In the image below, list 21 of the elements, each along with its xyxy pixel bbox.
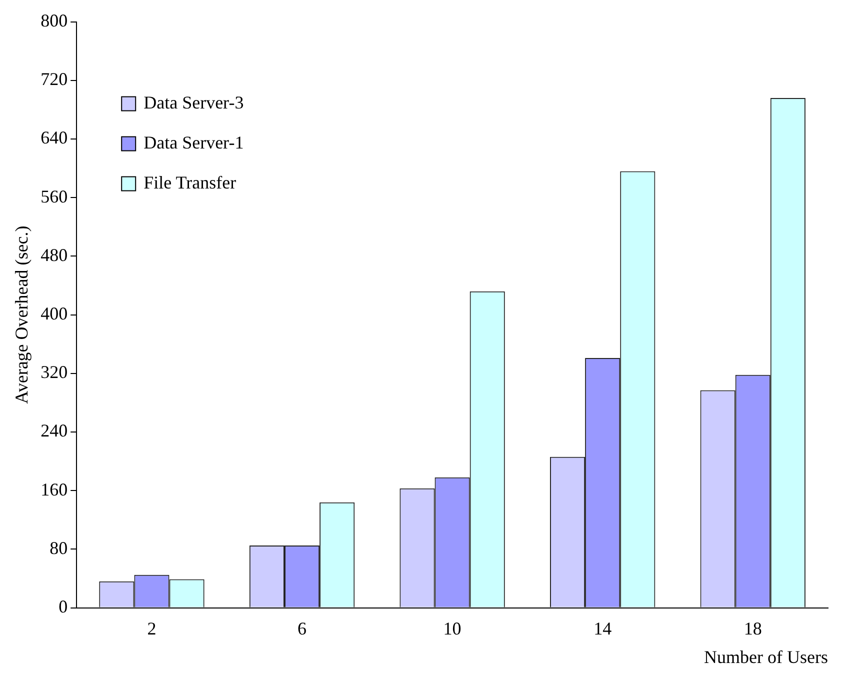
x-tick-label: 18 bbox=[744, 618, 762, 638]
y-tick-label: 240 bbox=[40, 420, 68, 441]
y-axis-title: Average Overhead (sec.) bbox=[12, 226, 32, 404]
y-tick-label: 400 bbox=[40, 304, 68, 324]
x-tick-label: 6 bbox=[298, 618, 307, 638]
y-tick-label: 80 bbox=[50, 538, 68, 558]
x-axis-title: Number of Users bbox=[704, 646, 828, 667]
y-tick-label: 560 bbox=[40, 186, 68, 206]
x-tick-label: 2 bbox=[147, 618, 156, 638]
y-tick-label: 480 bbox=[40, 244, 68, 265]
x-tick-label: 10 bbox=[443, 618, 462, 638]
legend-label: File Transfer bbox=[144, 172, 236, 193]
y-tick-label: 640 bbox=[40, 128, 68, 148]
legend-label: Data Server-1 bbox=[144, 132, 244, 153]
y-tick-label: 800 bbox=[40, 10, 68, 31]
y-tick-label: 320 bbox=[40, 362, 68, 382]
x-tick-label: 14 bbox=[594, 618, 612, 638]
y-tick-label: 160 bbox=[40, 479, 68, 500]
y-tick-label: 0 bbox=[58, 596, 68, 617]
legend-label: Data Server-3 bbox=[144, 92, 244, 113]
y-tick-label: 720 bbox=[40, 69, 68, 90]
